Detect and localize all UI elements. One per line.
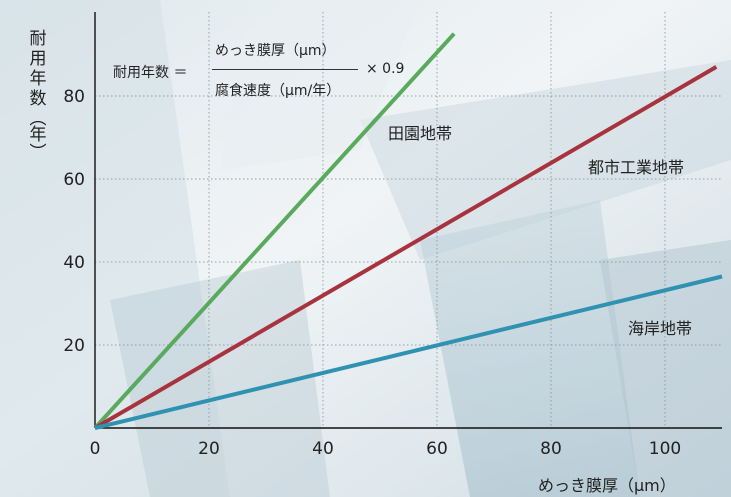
series-label-urban-industrial: 都市工業地帯	[588, 158, 685, 177]
formula-lhs: 耐用年数 ＝	[113, 65, 188, 81]
y-tick-label: 60	[63, 170, 85, 190]
formula-fraction-bar	[212, 69, 358, 70]
series-line-2	[94, 274, 723, 430]
x-tick-label: 100	[649, 439, 681, 459]
x-axis-label: めっき膜厚（μm）	[538, 476, 676, 495]
series-label-coastal: 海岸地帯	[628, 319, 693, 338]
formula-numerator: めっき膜厚（μm）	[215, 43, 336, 59]
y-axis-label-char: 年	[29, 69, 47, 89]
y-axis-label-char: 年	[29, 125, 47, 145]
x-tick-label: 20	[198, 439, 220, 459]
x-tick-label: 60	[426, 439, 448, 459]
series-line-1	[93, 65, 718, 430]
x-tick-label: 0	[90, 439, 101, 459]
y-axis-label-char: 数	[29, 89, 47, 109]
formula-denominator: 腐食速度（μm/年）	[215, 83, 341, 99]
series-label-rural: 田園地帯	[388, 124, 453, 143]
tick-labels: 0 20 40 60 80 100 20 40 60 80	[63, 87, 681, 459]
axes	[94, 12, 722, 429]
x-tick-label: 80	[540, 439, 562, 459]
formula-multiplier: × 0.9	[366, 61, 405, 77]
series-lines	[93, 32, 723, 430]
y-tick-label: 20	[63, 336, 85, 356]
series-line-0	[93, 32, 456, 430]
y-tick-label: 40	[63, 253, 85, 273]
y-axis-label-char: ︶	[29, 143, 47, 163]
y-axis-label-char: 耐	[29, 29, 47, 49]
y-tick-label: 80	[63, 87, 85, 107]
y-axis-label-char: ︵	[29, 109, 47, 129]
grid	[95, 12, 722, 428]
x-tick-label: 40	[312, 439, 334, 459]
y-axis-label-char: 用	[29, 49, 47, 69]
